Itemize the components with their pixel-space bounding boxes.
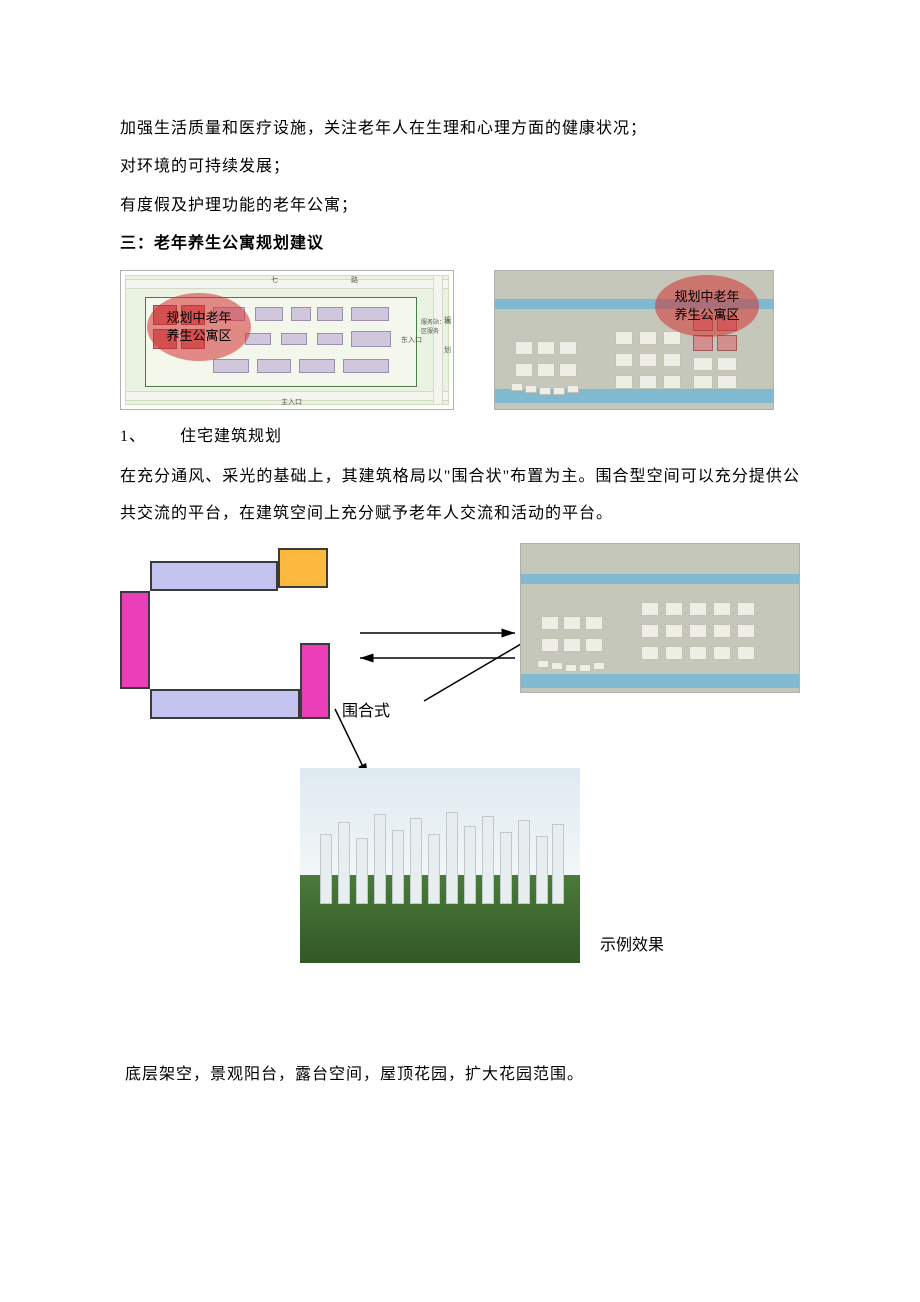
intro-line-1: 加强生活质量和医疗设施，关注老年人在生理和心理方面的健康状况； xyxy=(120,110,800,148)
sub1-body: 在充分通风、采光的基础上，其建筑格局以"围合状"布置为主。围合型空间可以充分提供… xyxy=(120,459,800,533)
render-example xyxy=(300,768,580,963)
small-3d-map xyxy=(520,543,800,693)
bottom-text: 底层架空，景观阳台，露台空间，屋顶花园，扩大花园范围。 xyxy=(120,1057,800,1094)
intro-line-2: 对环境的可持续发展； xyxy=(120,148,800,186)
section-heading: 三：老年养生公寓规划建议 xyxy=(120,225,800,263)
maps-row: 七 路 主入口 规 划 东入口 服务站：西区服务 规划中老年 养生公寓区 xyxy=(120,270,800,410)
plan-map-right: 规划中老年 养生公寓区 xyxy=(494,270,774,410)
plan-map-left: 七 路 主入口 规 划 东入口 服务站：西区服务 规划中老年 养生公寓区 xyxy=(120,270,454,410)
example-label: 示例效果 xyxy=(600,931,664,955)
enclosed-diagram: 围合式 xyxy=(120,543,800,1043)
callout-left: 规划中老年 养生公寓区 xyxy=(166,309,231,344)
intro-line-3: 有度假及护理功能的老年公寓； xyxy=(120,187,800,225)
callout-right: 规划中老年 养生公寓区 xyxy=(674,288,739,323)
sub1-heading: 1、住宅建筑规划 xyxy=(120,416,800,458)
